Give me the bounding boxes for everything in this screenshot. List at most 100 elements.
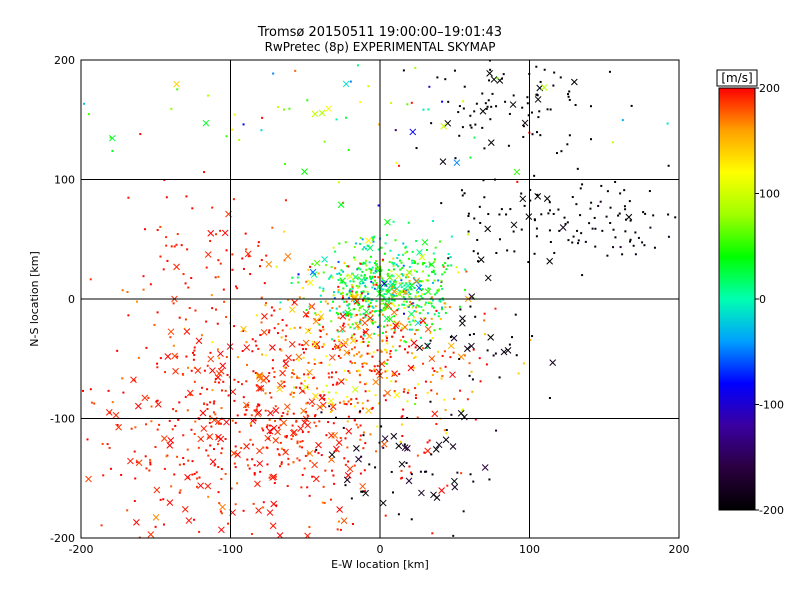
dot-point: [284, 367, 286, 369]
dot-point: [234, 114, 236, 116]
cross-point: [526, 214, 532, 220]
dot-point: [474, 316, 476, 318]
dot-point: [374, 466, 376, 468]
dot-point: [472, 378, 474, 380]
dot-point: [438, 289, 440, 291]
cross-point: [142, 395, 148, 401]
dot-point: [159, 256, 161, 258]
cross-point: [491, 76, 497, 82]
dot-point: [439, 241, 441, 243]
dot-point: [357, 426, 359, 428]
dot-point: [323, 394, 325, 396]
dot-point: [465, 271, 467, 273]
dot-point: [363, 431, 365, 433]
dot-point: [439, 367, 441, 369]
dot-point: [294, 327, 296, 329]
dot-point: [441, 288, 443, 290]
dot-point: [302, 348, 304, 350]
dot-point: [177, 419, 179, 421]
dot-point: [614, 181, 616, 183]
dot-point: [401, 435, 403, 437]
dot-point: [255, 340, 257, 342]
dot-point: [495, 105, 497, 107]
dot-point: [266, 463, 268, 465]
dot-point: [325, 355, 327, 357]
dot-point: [122, 289, 124, 291]
colorbar-tick-label: 100: [759, 188, 780, 201]
dot-point: [249, 468, 251, 470]
dot-point: [489, 69, 491, 71]
dot-point: [322, 346, 324, 348]
dot-point: [281, 415, 283, 417]
cross-point: [340, 313, 346, 319]
dot-point: [532, 133, 534, 135]
dot-point: [273, 376, 275, 378]
dot-point: [274, 482, 276, 484]
dot-point: [251, 458, 253, 460]
dot-point: [309, 460, 311, 462]
dot-point: [590, 105, 592, 107]
dot-point: [315, 449, 317, 451]
dot-point: [434, 273, 436, 275]
dot-point: [464, 268, 466, 270]
dot-point: [357, 402, 359, 404]
dot-point: [365, 314, 367, 316]
dot-point: [386, 234, 388, 236]
dot-point: [191, 207, 193, 209]
dot-point: [359, 410, 361, 412]
dot-point: [181, 244, 183, 246]
cross-point: [329, 452, 335, 458]
dot-point: [218, 357, 220, 359]
dot-point: [349, 280, 351, 282]
dot-point: [406, 462, 408, 464]
cross-point: [301, 169, 307, 175]
dot-point: [217, 276, 219, 278]
dot-point: [162, 498, 164, 500]
dot-point: [374, 288, 376, 290]
dot-point: [127, 197, 129, 199]
dot-point: [393, 315, 395, 317]
dot-point: [668, 236, 670, 238]
dot-point: [409, 324, 411, 326]
dot-point: [674, 216, 676, 218]
dot-point: [362, 317, 364, 319]
dot-point: [524, 205, 526, 207]
dot-point: [88, 113, 90, 115]
dot-point: [428, 275, 430, 277]
y-tick-label: 100: [54, 174, 75, 187]
dot-point: [349, 326, 351, 328]
dot-point: [403, 274, 405, 276]
dot-point: [346, 285, 348, 287]
dot-point: [271, 306, 273, 308]
dot-point: [190, 429, 192, 431]
dot-point: [151, 406, 153, 408]
dot-point: [420, 471, 422, 473]
dot-point: [143, 275, 145, 277]
dot-point: [438, 315, 440, 317]
dot-point: [399, 282, 401, 284]
dot-point: [325, 434, 327, 436]
dot-point: [320, 330, 322, 332]
cross-point: [200, 410, 206, 416]
dot-point: [322, 502, 324, 504]
dot-point: [191, 370, 193, 372]
y-tick-label: 0: [68, 293, 75, 306]
dot-point: [412, 306, 414, 308]
dot-point: [330, 411, 332, 413]
dot-point: [432, 337, 434, 339]
dot-point: [420, 306, 422, 308]
cross-point: [205, 252, 211, 258]
dot-point: [566, 143, 568, 145]
dot-point: [348, 416, 350, 418]
dot-point: [362, 305, 364, 307]
dot-point: [196, 478, 198, 480]
dot-point: [480, 380, 482, 382]
dot-point: [375, 284, 377, 286]
dot-point: [292, 425, 294, 427]
dot-point: [421, 293, 423, 295]
dot-point: [243, 268, 245, 270]
cross-point: [284, 404, 290, 410]
dot-point: [189, 307, 191, 309]
dot-point: [199, 393, 201, 395]
cross-point: [281, 420, 287, 426]
